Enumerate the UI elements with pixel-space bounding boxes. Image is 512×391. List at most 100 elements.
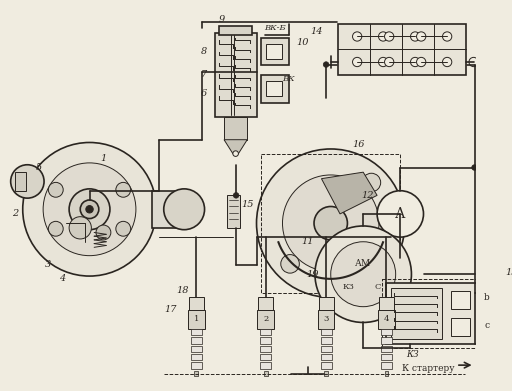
Bar <box>260 346 271 352</box>
Bar <box>379 298 394 310</box>
Bar <box>195 371 198 376</box>
Bar <box>321 362 332 369</box>
Circle shape <box>377 191 423 237</box>
Bar <box>261 38 289 65</box>
Text: 9: 9 <box>219 14 225 23</box>
Bar <box>321 346 332 352</box>
Bar <box>190 337 202 344</box>
Bar <box>220 25 252 35</box>
Text: 19: 19 <box>306 270 318 279</box>
Bar <box>190 362 202 369</box>
Circle shape <box>385 32 394 41</box>
Text: АМ: АМ <box>355 258 371 267</box>
Text: 5: 5 <box>35 163 41 172</box>
Bar <box>261 75 289 102</box>
Circle shape <box>281 255 300 273</box>
Circle shape <box>233 193 239 198</box>
Polygon shape <box>322 172 377 214</box>
Bar <box>378 310 395 329</box>
Bar <box>224 117 247 140</box>
Circle shape <box>331 242 396 307</box>
Circle shape <box>442 32 452 41</box>
Bar <box>318 298 333 310</box>
Circle shape <box>96 225 111 240</box>
Text: 11: 11 <box>301 237 314 246</box>
Circle shape <box>86 206 93 213</box>
Circle shape <box>378 32 388 41</box>
Circle shape <box>378 57 388 66</box>
Circle shape <box>283 175 379 271</box>
Bar <box>188 310 205 329</box>
Bar <box>452 291 470 309</box>
Text: А: А <box>395 207 406 221</box>
Text: b: b <box>484 293 489 302</box>
Text: 6: 6 <box>201 89 207 98</box>
Text: 10: 10 <box>296 38 309 47</box>
Circle shape <box>257 149 405 298</box>
Circle shape <box>314 206 348 240</box>
Bar <box>190 346 202 352</box>
Text: 2: 2 <box>263 315 268 323</box>
Circle shape <box>116 221 131 236</box>
Bar <box>452 318 470 336</box>
Bar <box>387 283 498 344</box>
Circle shape <box>48 221 63 236</box>
Circle shape <box>43 163 136 256</box>
Circle shape <box>323 62 329 67</box>
Text: С: С <box>375 283 381 291</box>
Bar <box>381 337 392 344</box>
Bar <box>324 371 328 376</box>
Circle shape <box>69 189 110 230</box>
Text: 17: 17 <box>164 305 177 314</box>
Circle shape <box>411 57 420 66</box>
Bar <box>261 154 400 293</box>
Text: 18: 18 <box>176 287 188 296</box>
Polygon shape <box>224 140 247 154</box>
Bar <box>321 337 332 344</box>
Bar <box>260 329 271 335</box>
Text: КЗ: КЗ <box>343 283 354 291</box>
Text: 2: 2 <box>12 210 18 219</box>
Bar <box>227 196 240 228</box>
Bar <box>215 33 257 117</box>
Bar <box>321 354 332 361</box>
Text: c: c <box>484 321 489 330</box>
Circle shape <box>472 165 477 170</box>
Bar <box>382 279 502 348</box>
Bar <box>15 172 27 191</box>
Bar <box>381 362 392 369</box>
Bar <box>381 354 392 361</box>
Bar <box>381 346 392 352</box>
Bar <box>259 298 273 310</box>
Circle shape <box>23 142 156 276</box>
Text: 8: 8 <box>201 47 207 56</box>
Bar <box>321 329 332 335</box>
Bar <box>391 288 442 339</box>
Text: 4: 4 <box>383 315 389 323</box>
Text: ВК-Б: ВК-Б <box>264 24 286 32</box>
Text: КЗ: КЗ <box>406 350 419 359</box>
Circle shape <box>362 173 381 192</box>
Text: 4: 4 <box>58 274 65 283</box>
Circle shape <box>116 182 131 197</box>
Bar <box>338 24 466 75</box>
Bar <box>189 298 204 310</box>
Bar <box>152 191 184 228</box>
Text: 16: 16 <box>352 140 365 149</box>
Circle shape <box>417 57 426 66</box>
Text: К стартеру: К стартеру <box>402 364 454 373</box>
Circle shape <box>164 189 205 230</box>
Bar <box>264 371 268 376</box>
Text: 3: 3 <box>324 315 329 323</box>
Bar <box>381 329 392 335</box>
Text: 12: 12 <box>361 191 374 200</box>
Bar <box>190 354 202 361</box>
Circle shape <box>315 226 412 323</box>
Bar <box>258 310 274 329</box>
Circle shape <box>80 200 99 219</box>
Text: 13: 13 <box>505 268 512 277</box>
Bar <box>266 44 283 59</box>
Circle shape <box>442 57 452 66</box>
Circle shape <box>411 32 420 41</box>
Circle shape <box>385 57 394 66</box>
